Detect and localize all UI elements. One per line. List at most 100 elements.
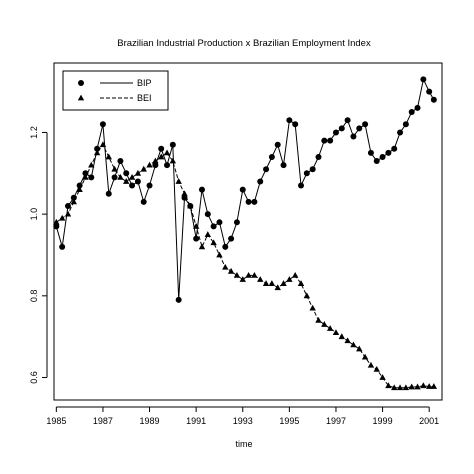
bip-point (123, 170, 130, 177)
bip-point (430, 96, 437, 103)
bip-point (164, 162, 171, 169)
x-tick-label: 1993 (233, 416, 253, 426)
legend-label-bip: BIP (137, 78, 152, 88)
bip-point (321, 137, 328, 144)
bip-point (344, 117, 351, 124)
bei-point (286, 276, 293, 282)
bei-point (251, 272, 258, 278)
x-tick-label: 1985 (46, 416, 66, 426)
bip-point (298, 182, 305, 189)
bei-point (93, 149, 101, 156)
x-axis-label: time (235, 439, 252, 449)
bei-point (379, 374, 386, 380)
x-axis: 1985 1987 1989 1991 1993 1995 1997 1999 2001 (46, 406, 439, 426)
bip-point (117, 158, 124, 165)
bip-point (257, 178, 264, 185)
bei-point (291, 272, 299, 278)
bip-point (274, 141, 281, 148)
bei-point (181, 190, 188, 197)
bei-point (414, 383, 421, 390)
bei-point (128, 173, 136, 180)
bip-point (303, 170, 310, 177)
bei-point (385, 382, 392, 389)
bei-point (53, 218, 60, 225)
bei-point (309, 304, 316, 311)
legend: BIP BEI (62, 70, 169, 111)
bip-point (263, 166, 270, 173)
bei-point (210, 239, 217, 246)
bip-point (88, 174, 95, 181)
bei-point (198, 243, 206, 250)
bei-point (245, 272, 252, 278)
bei-point (192, 222, 200, 229)
bip-point (414, 104, 421, 111)
legend-box (62, 70, 169, 111)
series-bei (53, 141, 438, 391)
bei-point (64, 210, 72, 217)
bip-point (99, 121, 106, 128)
bip-point (204, 211, 211, 218)
bip-point (379, 153, 386, 160)
series-layer (53, 76, 438, 391)
x-tick-label: 1999 (373, 416, 393, 426)
bip-point (356, 125, 363, 132)
bei-point (402, 384, 410, 391)
bip-point (175, 296, 182, 303)
y-tick-label: 1.2 (29, 126, 39, 139)
bip-point (385, 149, 392, 156)
bei-point (356, 345, 363, 352)
x-tick-label: 1991 (186, 416, 206, 426)
bip-point (315, 153, 322, 160)
bip-point (426, 88, 433, 95)
bei-point (88, 161, 95, 168)
legend-marker-bei (77, 94, 85, 101)
bip-point (129, 182, 136, 189)
bip-point (286, 117, 293, 124)
bip-point (292, 121, 299, 128)
bei-point (396, 384, 404, 391)
bip-point (140, 198, 147, 205)
bei-point (297, 280, 305, 286)
bei-point (367, 361, 375, 368)
bei-point (373, 365, 380, 372)
bip-point (251, 198, 258, 205)
bei-point (233, 272, 241, 278)
bei-point (99, 141, 107, 148)
bip-point (338, 125, 345, 132)
bip-point (198, 186, 205, 193)
bei-point (257, 276, 264, 282)
bip-point (210, 223, 217, 230)
y-tick-label: 1.0 (29, 208, 39, 221)
bei-point (140, 165, 147, 172)
bei-point (361, 353, 369, 360)
bip-point (146, 182, 153, 189)
bip-point (134, 178, 141, 185)
y-tick-label: 0.6 (29, 371, 39, 384)
bei-point (262, 280, 270, 286)
bei-point (274, 284, 281, 291)
bip-point (391, 145, 398, 152)
bei-point (134, 169, 142, 176)
y-tick-label: 0.8 (29, 290, 39, 303)
bei-point (227, 267, 235, 274)
bei-point (204, 231, 212, 237)
bip-point (402, 121, 409, 128)
bip-point (309, 166, 316, 173)
bei-point (315, 316, 322, 323)
bei-point (350, 341, 357, 348)
bip-point (222, 243, 229, 250)
bei-point (117, 173, 124, 180)
bei-point (146, 161, 153, 168)
x-tick-label: 1997 (326, 416, 346, 426)
bip-point (362, 121, 369, 128)
bip-point (216, 219, 223, 226)
bip-point (193, 235, 200, 242)
bei-point (408, 383, 415, 390)
bei-point (420, 382, 427, 389)
bei-point (268, 280, 276, 286)
bei-point (163, 149, 171, 156)
bei-point (321, 321, 328, 327)
bip-point (158, 145, 165, 152)
bip-point (245, 198, 252, 205)
